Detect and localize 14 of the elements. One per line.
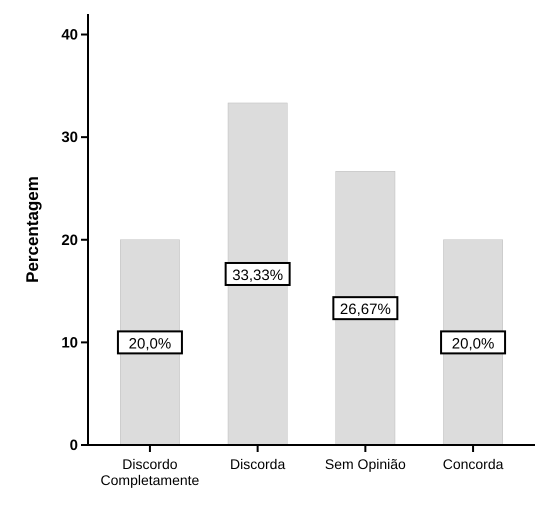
x-tick-label: Discorda [230, 456, 286, 472]
x-tick-label: Sem Opinião [324, 456, 406, 472]
y-axis-title: Percentagem [23, 176, 42, 283]
y-tick-label: 40 [61, 26, 78, 44]
x-tick-label: Concorda [442, 456, 504, 472]
data-label: 20,0% [452, 335, 494, 352]
y-tick-label: 10 [61, 334, 78, 352]
y-tick-label: 30 [61, 129, 78, 146]
data-label: 20,0% [128, 335, 172, 352]
x-tick-label: Discordo Completamente [100, 456, 200, 488]
data-label: 26,67% [340, 301, 391, 318]
data-label: 33,33% [232, 266, 284, 284]
y-tick-label: 20 [61, 232, 78, 249]
y-tick-label: 0 [70, 437, 78, 454]
